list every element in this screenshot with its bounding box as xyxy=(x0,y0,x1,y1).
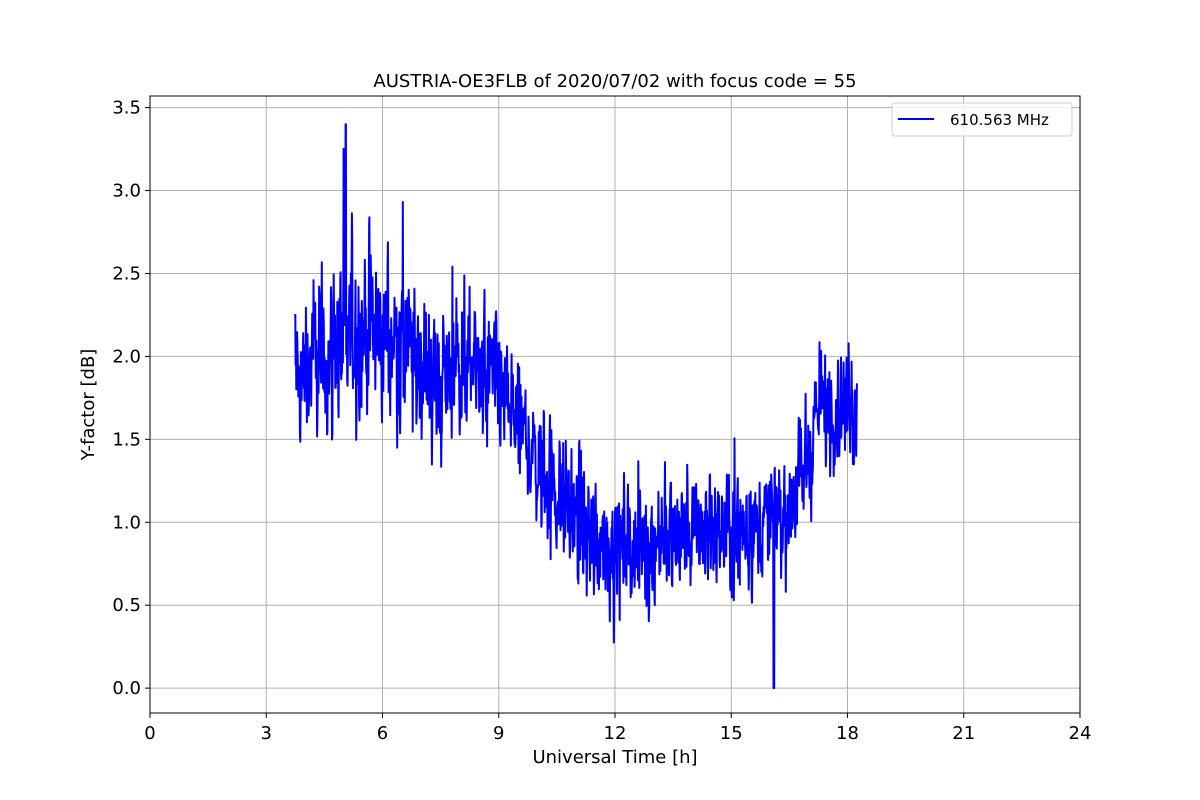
x-tick-label: 0 xyxy=(144,723,155,744)
x-axis: 0 3 6 9 12 15 18 21 24 xyxy=(144,713,1091,744)
x-tick-label: 12 xyxy=(604,723,627,744)
x-axis-label: Universal Time [h] xyxy=(532,747,697,768)
legend-box xyxy=(891,102,1073,137)
x-tick-label: 21 xyxy=(952,723,975,744)
x-tick-label: 18 xyxy=(836,723,859,744)
series-line-610-563-mhz xyxy=(294,123,859,690)
y-tick-label: 2.0 xyxy=(112,346,141,367)
chart-title: AUSTRIA-OE3FLB of 2020/07/02 with focus … xyxy=(373,71,856,92)
y-tick-label: 3.0 xyxy=(112,181,141,202)
y-tick-label: 0.5 xyxy=(112,595,141,616)
legend: 610.563 MHz xyxy=(891,102,1073,137)
y-tick-label: 3.5 xyxy=(112,98,141,119)
y-axis: 0.0 0.5 1.0 1.5 2.0 2.5 3.0 3.5 xyxy=(112,98,150,699)
plot-area xyxy=(294,123,859,690)
y-tick-label: 0.0 xyxy=(112,678,141,699)
x-tick-label: 15 xyxy=(720,723,743,744)
y-tick-label: 1.0 xyxy=(112,512,141,533)
x-tick-label: 6 xyxy=(377,723,388,744)
y-tick-label: 2.5 xyxy=(112,263,141,284)
x-tick-label: 24 xyxy=(1069,723,1092,744)
y-axis-label: Y-factor [dB] xyxy=(78,349,99,462)
legend-entry-610-563-mhz: 610.563 MHz xyxy=(950,111,1049,129)
y-tick-label: 1.5 xyxy=(112,429,141,450)
x-tick-label: 3 xyxy=(261,723,272,744)
x-tick-label: 9 xyxy=(493,723,504,744)
